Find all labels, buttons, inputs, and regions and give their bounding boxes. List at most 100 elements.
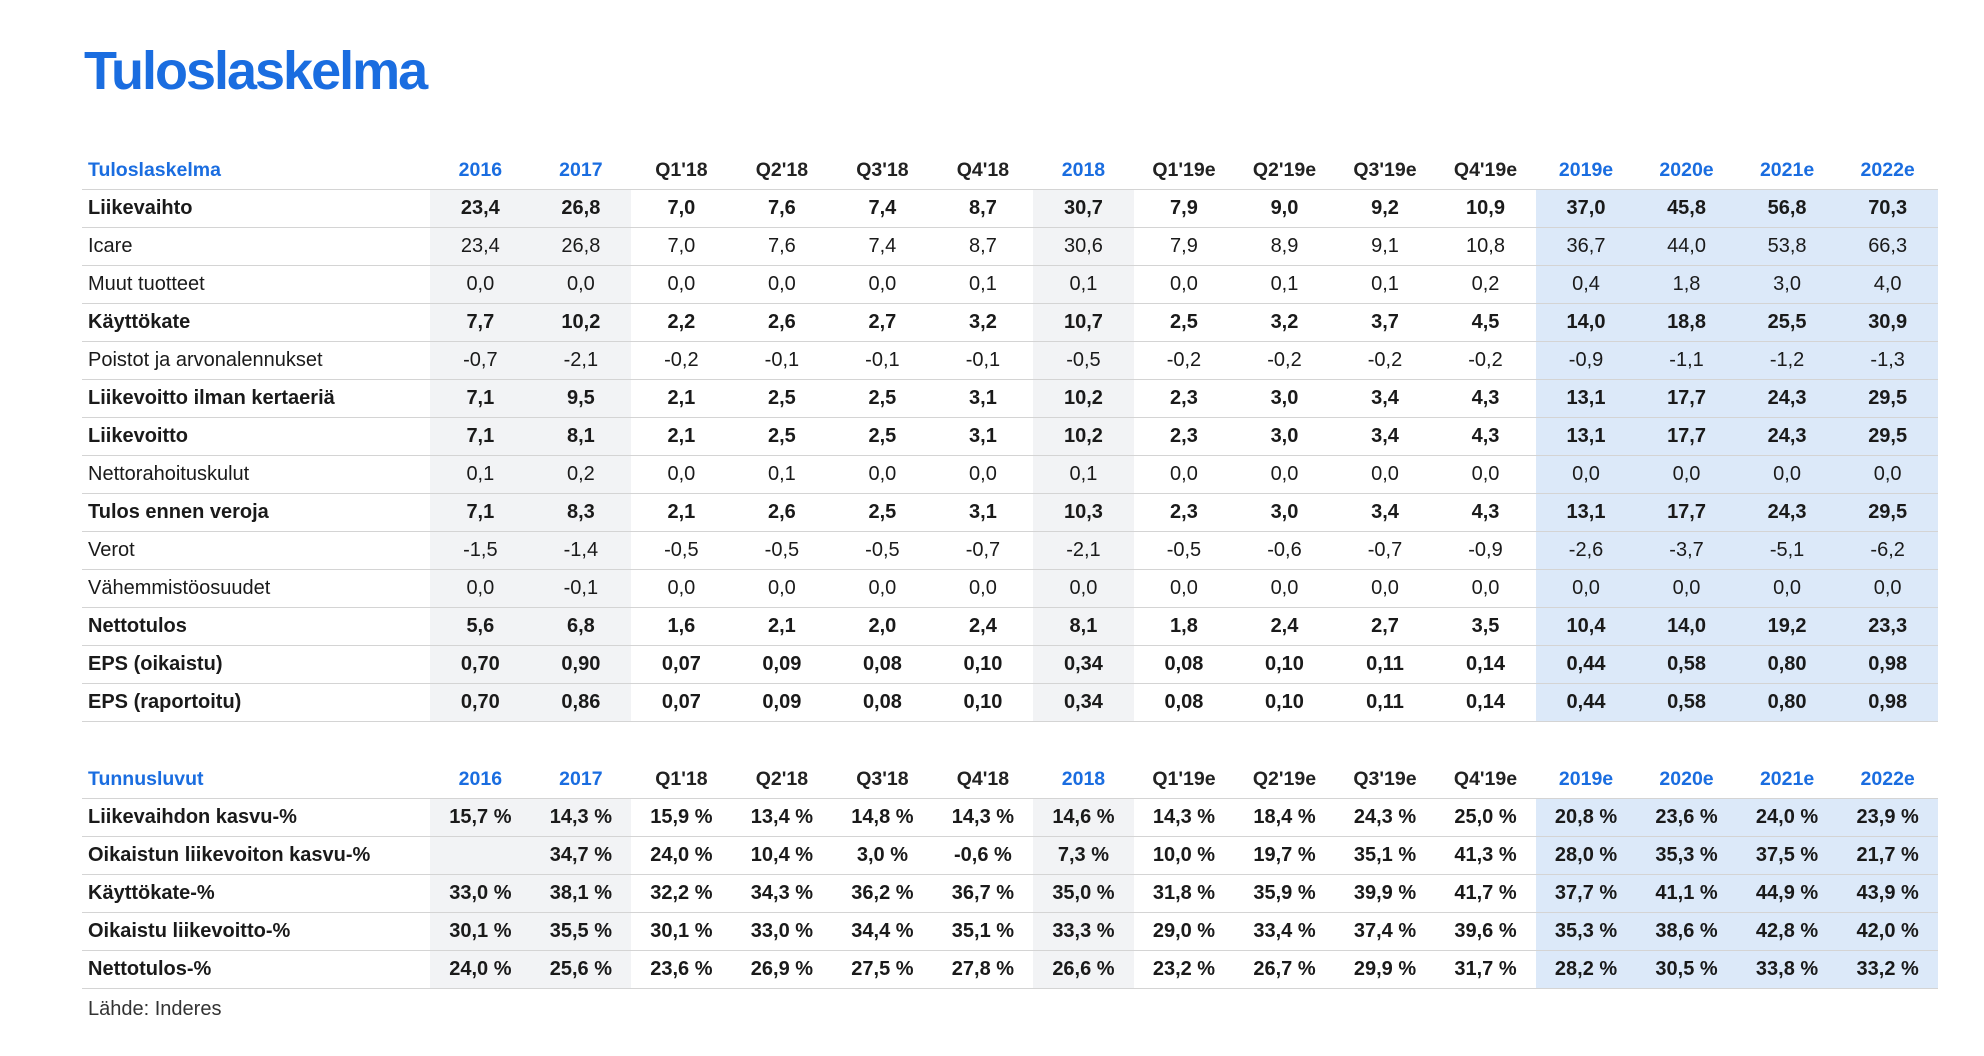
table-cell: 0,0: [530, 265, 632, 304]
table-cell: 30,1 %: [631, 912, 732, 951]
table-cell: 28,2 %: [1535, 950, 1637, 989]
table-cell: 0,58: [1636, 683, 1737, 722]
table-cell: 53,8: [1736, 227, 1838, 266]
table-cell: 0,0: [932, 569, 1034, 608]
column-header: 2020e: [1636, 761, 1737, 799]
row-label: Nettorahoituskulut: [82, 455, 431, 494]
column-header: Q4'19e: [1435, 761, 1536, 799]
table-cell: 3,0: [1234, 417, 1335, 456]
table-cell: 10,4: [1535, 607, 1637, 646]
table-cell: 3,2: [1234, 303, 1335, 342]
table-cell: 8,1: [530, 417, 632, 456]
table-cell: 35,3 %: [1636, 836, 1737, 875]
table-cell: 29,5: [1837, 493, 1938, 532]
table-cell: 14,0: [1636, 607, 1737, 646]
table-row: Käyttökate-% 33,0 % 38,1 % 32,2 % 34,3 % 36,2…: [82, 874, 1938, 913]
table-cell: 0,1: [932, 265, 1034, 304]
table-cell: 20,8 %: [1535, 798, 1637, 837]
row-label: EPS (raportoitu): [82, 683, 431, 722]
table-cell: 13,1: [1535, 417, 1637, 456]
table-cell: 4,0: [1837, 265, 1938, 304]
column-header: 2017: [530, 152, 632, 190]
table-cell: 25,0 %: [1435, 798, 1536, 837]
table-cell: 3,7: [1334, 303, 1436, 342]
table-cell: 0,34: [1033, 683, 1134, 722]
table-cell: 3,0 %: [832, 836, 933, 875]
table-cell: 0,0: [631, 569, 732, 608]
table-cell: 2,3: [1133, 379, 1235, 418]
row-label: Liikevoitto ilman kertaeriä: [82, 379, 431, 418]
table-row: Muut tuotteet 0,0 0,0 0,0 0,0 0,0 0,1 0,1 0,0 0,1…: [82, 265, 1938, 304]
table-cell: -0,2: [1435, 341, 1536, 380]
table-cell: 2,5: [731, 379, 833, 418]
table-cell: 2,4: [1234, 607, 1335, 646]
table-cell: 35,3 %: [1535, 912, 1637, 951]
table-row: Nettorahoituskulut 0,1 0,2 0,0 0,1 0,0 0,0 0,1 0…: [82, 455, 1938, 494]
table-cell: 34,3 %: [731, 874, 833, 913]
table-cell: 35,0 %: [1033, 874, 1134, 913]
table-cell: -1,1: [1636, 341, 1737, 380]
table-cell: 15,7 %: [430, 798, 531, 837]
table-cell: 3,0: [1736, 265, 1838, 304]
column-header: Q2'18: [731, 152, 833, 190]
table-cell: 3,5: [1435, 607, 1536, 646]
table-cell: 0,44: [1535, 683, 1637, 722]
table-cell: 7,1: [430, 493, 531, 532]
table-cell: 24,0 %: [631, 836, 732, 875]
table-cell: 19,7 %: [1234, 836, 1335, 875]
key-figures-header-label: Tunnusluvut: [82, 761, 431, 799]
table-cell: 2,2: [631, 303, 732, 342]
table-cell: 0,58: [1636, 645, 1737, 684]
table-cell: 29,0 %: [1133, 912, 1235, 951]
table-row: Oikaistun liikevoiton kasvu-% 34,7 % 24,0 …: [82, 836, 1938, 875]
table-cell: 24,0 %: [430, 950, 531, 989]
table-cell: 7,9: [1133, 227, 1235, 266]
table-cell: -0,7: [1334, 531, 1436, 570]
table-cell: -0,1: [530, 569, 632, 608]
row-label: Käyttökate: [82, 303, 431, 342]
table-cell: 0,0: [631, 455, 732, 494]
table-cell: 0,1: [731, 455, 833, 494]
row-label: Liikevaihto: [82, 189, 431, 228]
table-cell: 7,3 %: [1033, 836, 1134, 875]
table-cell: 26,9 %: [731, 950, 833, 989]
table-cell: 0,11: [1334, 645, 1436, 684]
table-cell: 0,0: [1535, 569, 1637, 608]
table-cell: 35,1 %: [932, 912, 1034, 951]
table-cell: -3,7: [1636, 531, 1737, 570]
table-cell: 41,3 %: [1435, 836, 1536, 875]
table-cell: 3,4: [1334, 379, 1436, 418]
table-cell: 0,09: [731, 683, 833, 722]
table-row: Verot -1,5 -1,4 -0,5 -0,5 -0,5 -0,7 -2,1 -0,5 -0,…: [82, 531, 1938, 570]
table-cell: 23,2 %: [1133, 950, 1235, 989]
table-cell: -5,1: [1736, 531, 1838, 570]
table-cell: 7,9: [1133, 189, 1235, 228]
table-cell: [430, 836, 531, 875]
table-cell: -1,4: [530, 531, 632, 570]
table-cell: -6,2: [1837, 531, 1938, 570]
column-header: Q1'19e: [1133, 761, 1235, 799]
table-row: Liikevaihto 23,4 26,8 7,0 7,6 7,4 8,7 30,7 7,9 9,…: [82, 189, 1938, 228]
table-cell: 33,4 %: [1234, 912, 1335, 951]
column-header: Q1'18: [631, 152, 732, 190]
table-cell: -0,6: [1234, 531, 1335, 570]
table-cell: 3,0: [1234, 493, 1335, 532]
table-cell: 1,8: [1133, 607, 1235, 646]
table-cell: 0,08: [1133, 645, 1235, 684]
table-row: EPS (raportoitu) 0,70 0,86 0,07 0,09 0,08 0,10…: [82, 683, 1938, 722]
table-cell: 0,2: [1435, 265, 1536, 304]
table-cell: 0,08: [1133, 683, 1235, 722]
table-cell: 0,2: [530, 455, 632, 494]
table-cell: 0,10: [1234, 645, 1335, 684]
column-header: 2019e: [1535, 761, 1637, 799]
table-cell: 3,0: [1234, 379, 1335, 418]
table-cell: -1,5: [430, 531, 531, 570]
table-cell: 66,3: [1837, 227, 1938, 266]
row-label: Vähemmistöosuudet: [82, 569, 431, 608]
table-cell: 0,07: [631, 645, 732, 684]
table-cell: 17,7: [1636, 493, 1737, 532]
table-row: Liikevoitto ilman kertaeriä 7,1 9,5 2,1 2,5 2…: [82, 379, 1938, 418]
table-cell: -0,2: [1133, 341, 1235, 380]
column-header: 2016: [430, 152, 531, 190]
table-cell: 43,9 %: [1837, 874, 1938, 913]
